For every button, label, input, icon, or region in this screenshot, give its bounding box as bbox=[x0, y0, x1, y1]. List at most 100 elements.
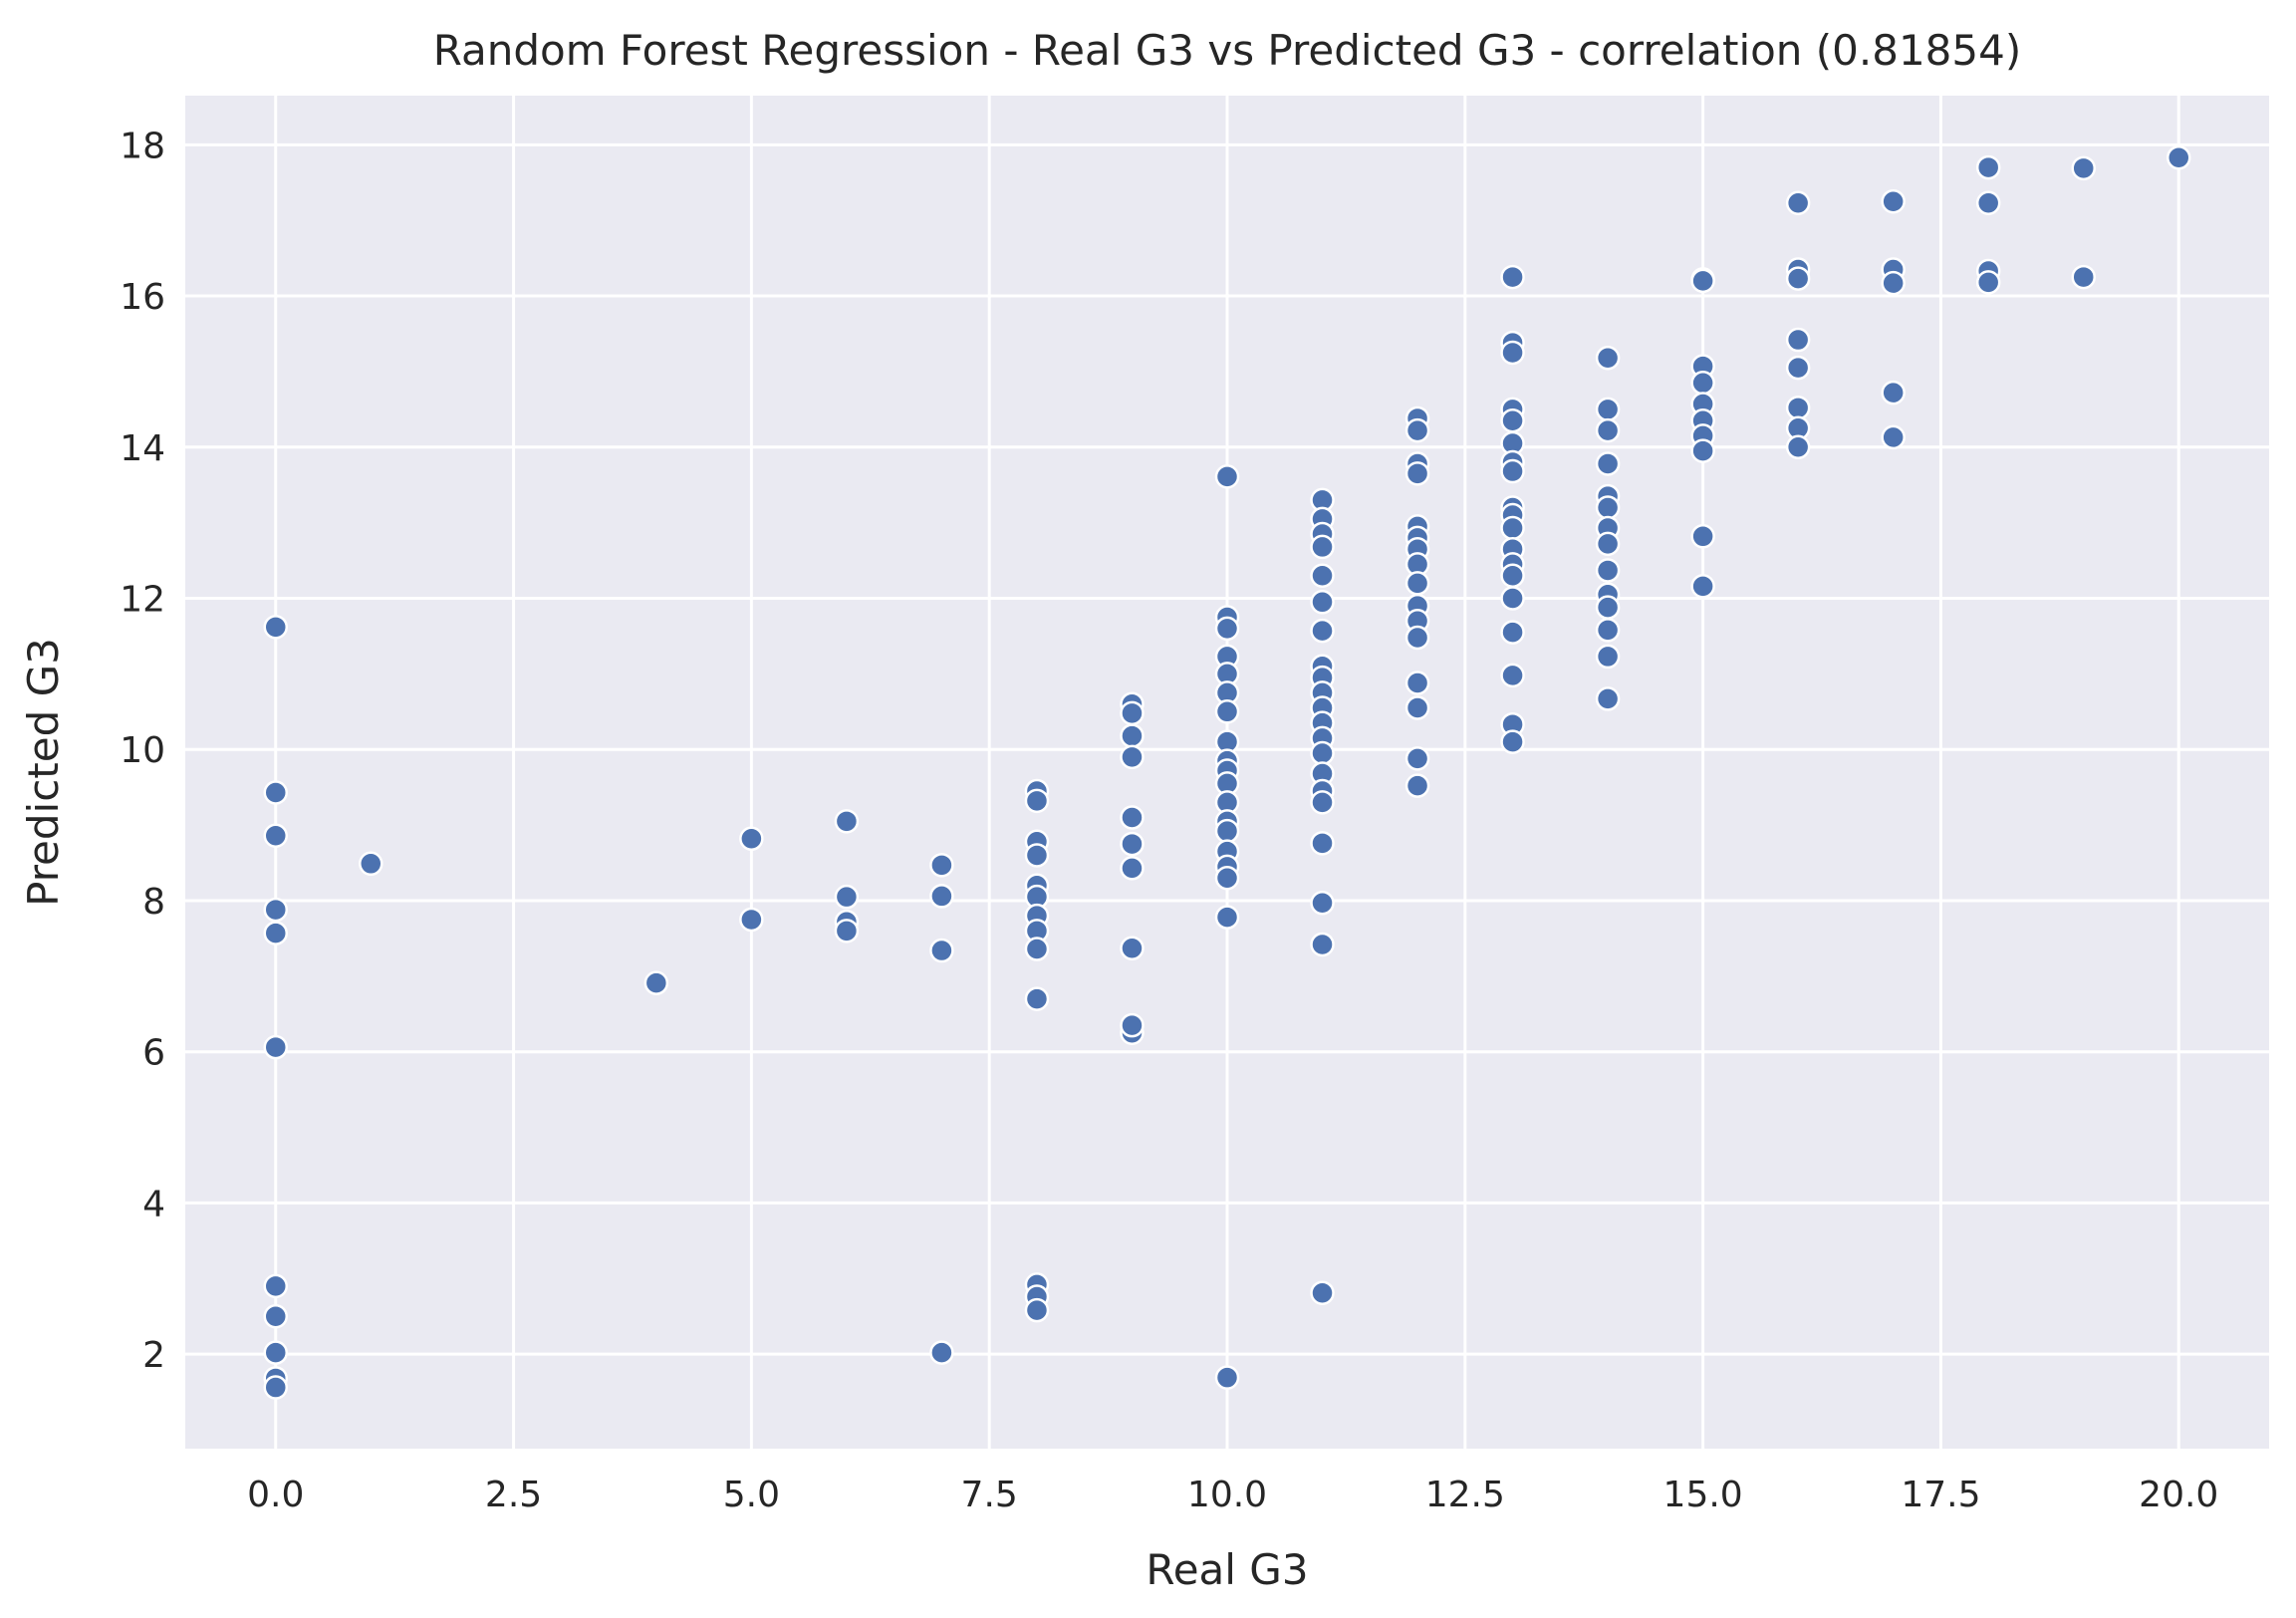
data-point bbox=[1024, 843, 1050, 868]
data-point bbox=[1595, 451, 1621, 476]
data-point bbox=[1500, 458, 1525, 484]
x-tick-label: 15.0 bbox=[1663, 1475, 1743, 1515]
data-point bbox=[1500, 407, 1525, 433]
data-point bbox=[1500, 620, 1525, 645]
data-point bbox=[1500, 586, 1525, 611]
data-point bbox=[929, 884, 954, 909]
data-point bbox=[1785, 266, 1811, 291]
data-point bbox=[1120, 831, 1145, 857]
data-point bbox=[1881, 270, 1906, 296]
data-point bbox=[1310, 1280, 1335, 1305]
data-point bbox=[1595, 397, 1621, 422]
data-point bbox=[1975, 190, 2001, 215]
data-point bbox=[1785, 190, 1811, 215]
y-tick-label: 4 bbox=[142, 1184, 165, 1224]
data-point bbox=[1120, 744, 1145, 770]
data-point bbox=[1120, 700, 1145, 726]
data-point bbox=[1500, 264, 1525, 290]
data-point bbox=[929, 1340, 954, 1365]
data-point bbox=[1595, 495, 1621, 520]
data-point bbox=[1404, 671, 1430, 695]
data-point bbox=[1404, 461, 1430, 486]
data-point bbox=[1595, 686, 1621, 711]
data-point bbox=[1500, 663, 1525, 688]
data-point bbox=[263, 780, 288, 805]
data-point bbox=[929, 938, 954, 963]
x-tick-label: 2.5 bbox=[485, 1475, 542, 1515]
y-tick-label: 18 bbox=[120, 126, 165, 166]
data-point bbox=[1595, 531, 1621, 557]
data-point bbox=[1310, 932, 1335, 957]
data-points bbox=[263, 144, 2191, 1400]
data-point bbox=[1785, 396, 1811, 420]
data-point bbox=[643, 970, 669, 995]
data-point bbox=[1310, 831, 1335, 856]
data-point bbox=[834, 809, 860, 834]
y-tick-label: 8 bbox=[142, 882, 165, 923]
y-tick-labels: 2 4 6 8 10 12 14 16 18 bbox=[120, 126, 165, 1376]
y-tick-label: 16 bbox=[120, 277, 165, 318]
data-point bbox=[1310, 740, 1335, 766]
data-point bbox=[2167, 144, 2191, 170]
data-point bbox=[1214, 818, 1240, 844]
data-point bbox=[1785, 327, 1811, 353]
data-point bbox=[1214, 616, 1240, 642]
data-point bbox=[1881, 424, 1906, 450]
data-point bbox=[1310, 790, 1335, 815]
data-point bbox=[1024, 986, 1050, 1011]
data-point bbox=[1120, 723, 1145, 748]
data-point bbox=[1690, 438, 1715, 463]
data-point bbox=[263, 1273, 288, 1299]
data-point bbox=[1500, 515, 1525, 541]
data-point bbox=[1024, 937, 1050, 961]
data-point bbox=[1404, 417, 1430, 443]
data-point bbox=[834, 884, 860, 910]
y-tick-label: 12 bbox=[120, 580, 165, 621]
data-point bbox=[1785, 355, 1811, 381]
data-point bbox=[2071, 155, 2096, 181]
data-point bbox=[1975, 270, 2001, 295]
data-point bbox=[929, 853, 954, 878]
data-point bbox=[1120, 936, 1145, 961]
data-point bbox=[263, 897, 288, 923]
chart-title: Random Forest Regression - Real G3 vs Pr… bbox=[433, 26, 2021, 75]
data-point bbox=[739, 907, 764, 933]
x-tick-label: 7.5 bbox=[961, 1475, 1018, 1515]
data-point bbox=[1595, 644, 1621, 670]
data-point bbox=[1214, 905, 1240, 930]
data-point bbox=[263, 1340, 288, 1365]
x-tick-label: 0.0 bbox=[247, 1475, 304, 1515]
data-point bbox=[1690, 371, 1715, 396]
data-point bbox=[1120, 1012, 1145, 1038]
data-point bbox=[1595, 417, 1621, 443]
data-point bbox=[834, 919, 860, 944]
data-point bbox=[1690, 268, 1715, 294]
data-point bbox=[263, 615, 288, 640]
x-tick-label: 20.0 bbox=[2139, 1475, 2218, 1515]
data-point bbox=[263, 1034, 288, 1060]
y-tick-label: 10 bbox=[120, 730, 165, 771]
y-tick-label: 14 bbox=[120, 428, 165, 469]
data-point bbox=[1690, 574, 1715, 599]
data-point bbox=[1310, 534, 1335, 560]
data-point bbox=[1595, 346, 1621, 371]
data-point bbox=[1975, 154, 2001, 180]
data-point bbox=[1120, 856, 1145, 881]
data-point bbox=[1500, 729, 1525, 754]
data-point bbox=[1500, 340, 1525, 366]
data-point bbox=[1500, 563, 1525, 588]
data-point bbox=[263, 1303, 288, 1329]
data-point bbox=[2071, 264, 2096, 290]
data-point bbox=[1595, 558, 1621, 583]
x-tick-label: 12.5 bbox=[1425, 1475, 1505, 1515]
data-point bbox=[1404, 746, 1430, 771]
data-point bbox=[1310, 618, 1335, 644]
x-tick-label: 17.5 bbox=[1901, 1475, 1980, 1515]
data-point bbox=[359, 851, 383, 877]
data-point bbox=[263, 823, 288, 848]
data-point bbox=[1214, 1365, 1240, 1390]
data-point bbox=[1024, 788, 1050, 814]
y-tick-label: 2 bbox=[142, 1335, 165, 1376]
